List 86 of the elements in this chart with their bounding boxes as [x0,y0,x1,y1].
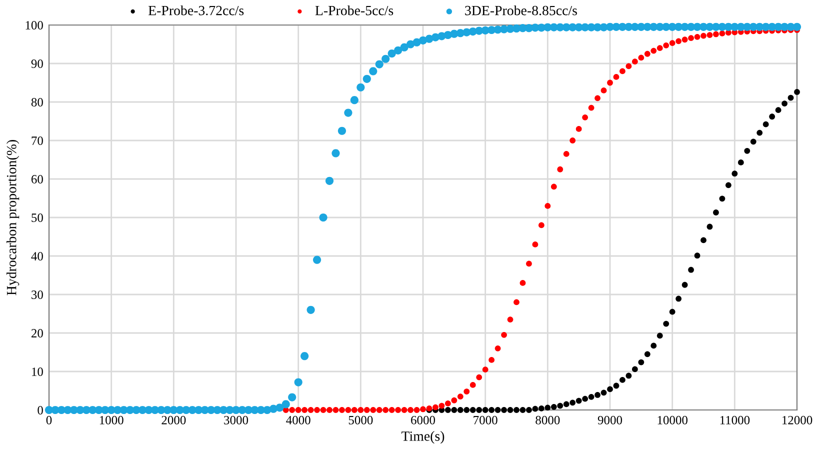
point [620,377,626,383]
point [669,308,676,315]
point [756,130,763,136]
x-tick-label: 3000 [224,416,248,424]
point [464,407,470,413]
point [470,407,476,413]
point [588,394,594,400]
y-tick-label: 30 [32,290,43,299]
point [656,332,663,339]
x-tick-label: 0 [46,416,52,424]
point [626,372,632,379]
x-tick-label: 7000 [474,416,498,424]
point [644,351,650,358]
point [794,89,800,95]
point [682,282,688,288]
point [600,390,607,396]
point [563,401,570,408]
y-tick-label: 0 [38,406,43,414]
x-tick-label: 9000 [598,416,622,424]
y-tick-label: 100 [26,21,43,30]
legend-label: E-Probe-3.72cc/s [148,5,244,16]
x-tick-label: 6000 [411,416,436,424]
point [725,182,732,188]
point [538,406,544,412]
point [444,407,451,413]
point [594,392,600,398]
x-tick-label: 12000 [782,416,812,424]
point [526,407,532,413]
y-tick-label: 10 [32,368,43,376]
point [532,406,538,412]
x-tick-label: 1000 [100,416,124,424]
y-tick-label: 60 [31,175,43,184]
point [732,170,738,177]
point [788,94,794,101]
point [713,210,719,216]
point [482,407,488,413]
point [632,366,638,372]
point [607,386,613,392]
point [570,400,576,406]
legend-label: 3DE-Probe-8.85cc/s [465,5,577,16]
point [706,224,713,230]
point [501,407,507,413]
y-tick-label: 40 [31,252,43,260]
y-tick-label: 20 [31,329,43,338]
x-tick-label: 8000 [536,416,560,424]
point [582,396,588,402]
point [762,121,769,128]
x-tick-label: 5000 [348,416,373,424]
point [476,407,482,413]
point [494,407,501,413]
point [663,320,670,327]
legend-label: L-Probe-5cc/s [315,5,394,16]
point [769,114,776,120]
point [676,296,682,302]
y-tick-label: 70 [32,136,43,145]
point [451,407,458,413]
point [738,160,744,166]
point [694,252,700,259]
y-tick-label: 80 [31,98,43,106]
x-axis-title: Time(s) [402,431,444,444]
point [775,107,782,114]
point [688,266,694,273]
point [700,237,706,244]
point [557,402,564,409]
y-tick-label: 50 [32,214,43,222]
x-tick-label: 4000 [286,416,310,424]
x-tick-label: 2000 [162,416,186,424]
point [457,407,464,413]
point [719,196,726,202]
point [544,404,551,411]
point [782,100,788,106]
point [507,407,514,413]
point [514,407,520,413]
point [576,398,582,404]
point [488,407,495,413]
y-tick-label: 90 [31,60,43,68]
y-axis-title: Hydrocarbon proportion(%) [6,140,20,296]
point [638,359,644,366]
x-tick-label: 10000 [658,416,688,424]
point [650,342,657,349]
point [550,404,557,410]
point [744,148,750,154]
point [520,407,526,413]
point [750,138,756,145]
point [613,382,620,389]
x-tick-label: 11000 [720,416,750,424]
